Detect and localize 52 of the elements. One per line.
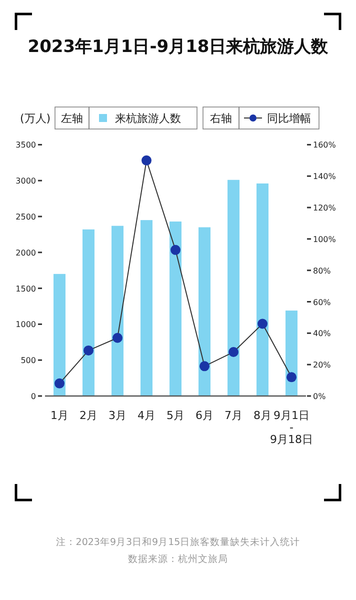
y-tick-label: 0 <box>30 392 36 401</box>
point <box>54 378 64 388</box>
source-note: 数据来源：杭州文旅局 <box>128 553 228 565</box>
bar <box>228 180 240 396</box>
x-tick-label: 6月 <box>196 409 214 422</box>
bar <box>256 183 268 396</box>
y2-tick-label: 120% <box>313 204 336 213</box>
bar <box>54 274 66 396</box>
point <box>258 318 268 329</box>
y-tick-label: 2500 <box>16 212 36 222</box>
chart-title: 2023年1月1日-9月18日来杭旅游人数 <box>28 37 330 57</box>
y2-tick-label: 40% <box>313 329 332 338</box>
text: 右轴 <box>210 112 232 125</box>
x-tick-label: 4月 <box>138 409 156 422</box>
bar <box>170 222 182 396</box>
y-tick-label: 3000 <box>16 176 36 186</box>
x-tick-label: 5月 <box>166 409 184 422</box>
bar <box>198 227 210 396</box>
y-tick-label: 2000 <box>16 248 36 258</box>
y-tick-label: 1000 <box>16 320 36 330</box>
x-tick-label: 2月 <box>80 409 98 422</box>
point <box>286 372 296 382</box>
y2-tick-label: 140% <box>313 172 336 182</box>
y2-tick-label: 60% <box>313 298 332 307</box>
y-tick-label: 1500 <box>16 284 36 294</box>
y-tick-label: 500 <box>20 356 36 366</box>
y2-tick-label: 100% <box>313 234 336 244</box>
bar <box>140 220 152 396</box>
y2-tick-label: 0% <box>313 392 326 401</box>
point <box>170 244 180 255</box>
point <box>112 332 122 343</box>
legend-label: 同比增幅 <box>267 112 311 125</box>
x-tick-label: 1月 <box>50 409 68 422</box>
bar <box>286 310 298 396</box>
point <box>200 361 210 372</box>
y2-tick-label: 20% <box>313 360 332 370</box>
y2-tick-label: 160% <box>313 140 336 150</box>
text: 左轴 <box>61 112 83 125</box>
x-tick-label: 3月 <box>108 409 126 422</box>
point <box>142 155 152 166</box>
point <box>84 345 94 356</box>
text: 注：2023年9月3日和9月15日旅客数量缺失未计入统计 <box>56 536 300 548</box>
bar <box>82 229 94 396</box>
x-tick-label: 9月1日 - 9月18日 <box>270 409 313 446</box>
y2-tick-label: 80% <box>313 266 332 276</box>
x-tick-label: 8月 <box>254 409 272 422</box>
x-tick-label: 7月 <box>224 409 242 422</box>
y-axis-title: (万人) <box>20 112 51 125</box>
y-tick-label: 3500 <box>16 140 36 150</box>
legend-label: 来杭旅游人数 <box>115 112 181 125</box>
point <box>228 347 238 358</box>
bar <box>112 226 124 396</box>
